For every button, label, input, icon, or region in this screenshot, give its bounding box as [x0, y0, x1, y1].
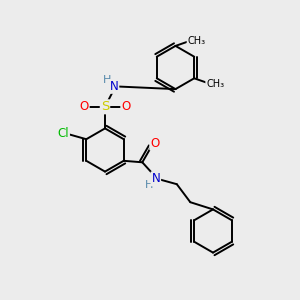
Text: Cl: Cl — [57, 127, 69, 140]
Text: O: O — [122, 100, 130, 113]
Text: N: N — [152, 172, 160, 185]
Text: O: O — [150, 136, 160, 150]
Text: N: N — [110, 80, 118, 93]
Text: H: H — [103, 75, 111, 85]
Text: H: H — [145, 180, 153, 190]
Text: O: O — [80, 100, 88, 113]
Text: CH₃: CH₃ — [206, 79, 224, 89]
Text: S: S — [101, 100, 109, 113]
Text: CH₃: CH₃ — [188, 35, 206, 46]
